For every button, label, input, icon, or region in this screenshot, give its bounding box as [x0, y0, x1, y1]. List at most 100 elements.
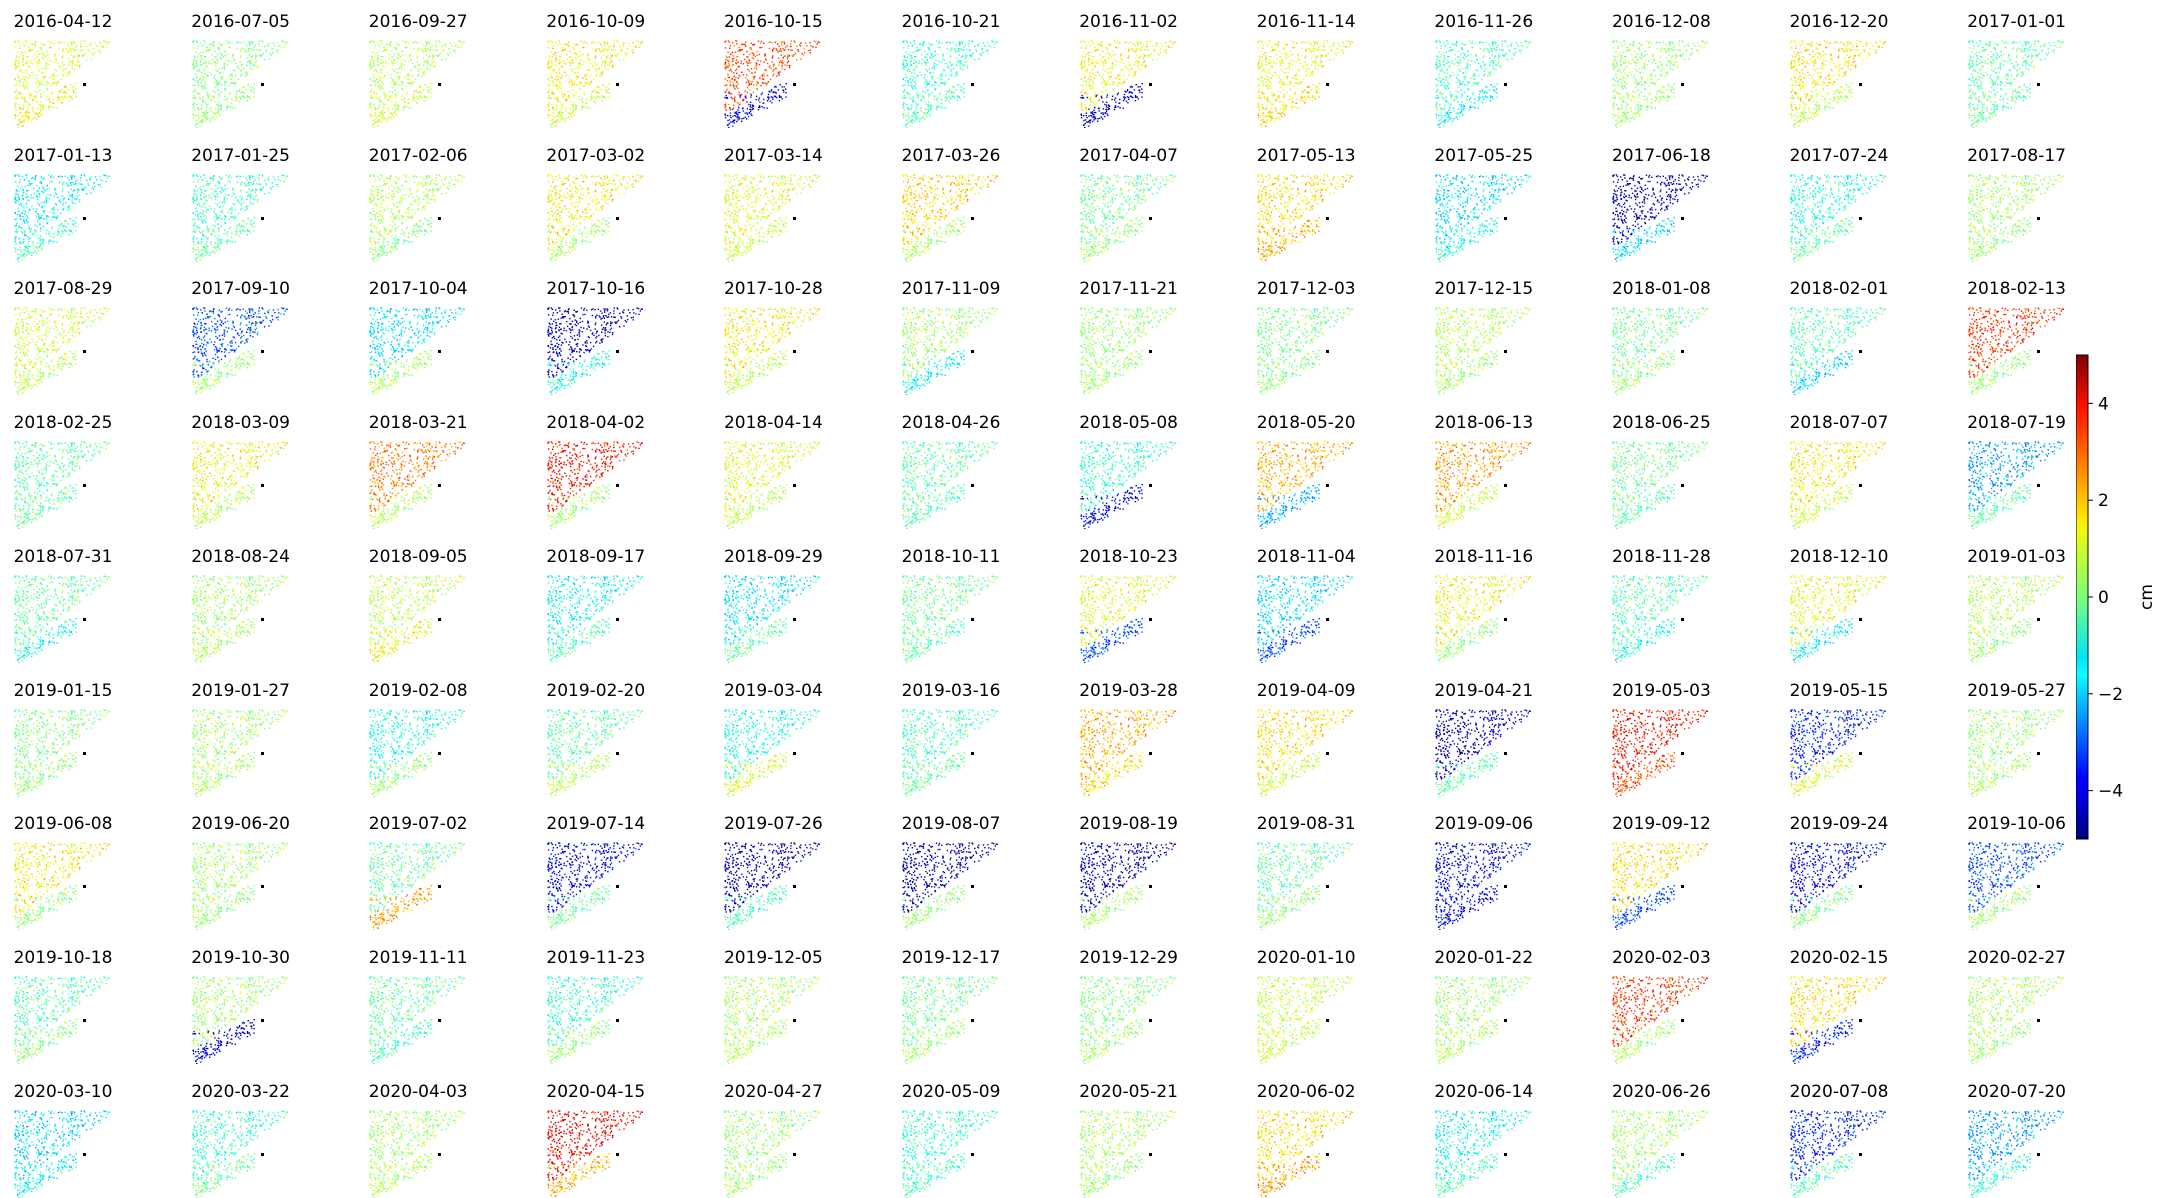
colorbar-tick-label: 4 [2098, 394, 2109, 414]
panel-map [902, 307, 1012, 395]
reference-point [261, 1153, 264, 1156]
panel: 2019-01-27 [180, 669, 302, 787]
panel-title: 2019-01-03 [1956, 547, 2078, 567]
panel-title: 2019-12-17 [890, 948, 1012, 968]
reference-point [261, 618, 264, 621]
reference-point [1681, 885, 1684, 888]
reference-point [261, 83, 264, 86]
panel-title: 2018-07-19 [1956, 413, 2078, 433]
panel-title: 2019-05-03 [1600, 681, 1722, 701]
panel: 2017-03-02 [535, 134, 657, 252]
panel: 2020-06-26 [1600, 1070, 1722, 1188]
panel-map [14, 709, 124, 797]
panel-map [14, 174, 124, 262]
panel-map [902, 1110, 1012, 1198]
panel: 2018-05-08 [1068, 401, 1190, 519]
panel: 2018-09-29 [712, 535, 834, 653]
panel-title: 2018-09-29 [712, 547, 834, 567]
reference-point [261, 1019, 264, 1022]
panel: 2019-11-23 [535, 936, 657, 1054]
panel: 2018-12-10 [1778, 535, 1900, 653]
panel-map [1435, 307, 1545, 395]
panel-title: 2019-12-05 [712, 948, 834, 968]
panel: 2020-02-27 [1956, 936, 2078, 1054]
panel-title: 2018-03-21 [357, 413, 479, 433]
reference-point [438, 752, 441, 755]
panel-map [14, 575, 124, 663]
panel-title: 2018-06-25 [1600, 413, 1722, 433]
panel-title: 2018-08-24 [180, 547, 302, 567]
panel-map [369, 842, 479, 930]
panel-title: 2018-09-05 [357, 547, 479, 567]
panel-title: 2019-03-16 [890, 681, 1012, 701]
panel-title: 2018-02-25 [2, 413, 124, 433]
panel: 2019-11-11 [357, 936, 479, 1054]
panel-map [1257, 174, 1367, 262]
panel-title: 2017-02-06 [357, 146, 479, 166]
panel-map [1257, 40, 1367, 128]
panel: 2017-07-24 [1778, 134, 1900, 252]
panel-title: 2018-02-01 [1778, 279, 1900, 299]
panel-map [1257, 709, 1367, 797]
panel-map [1257, 307, 1367, 395]
panel-title: 2019-04-21 [1423, 681, 1545, 701]
panel-map [1080, 441, 1190, 529]
panel-map [1435, 1110, 1545, 1198]
panel-map [1968, 976, 2078, 1064]
panel-title: 2020-02-15 [1778, 948, 1900, 968]
panel-map [902, 976, 1012, 1064]
reference-point [1326, 1019, 1329, 1022]
panel-title: 2016-11-14 [1245, 12, 1367, 32]
panel-map [1257, 842, 1367, 930]
panel-title: 2020-02-03 [1600, 948, 1722, 968]
panel-map [192, 575, 302, 663]
panel-map [1968, 40, 2078, 128]
colorbar-tick-label: 2 [2098, 491, 2109, 511]
panel: 2019-10-06 [1956, 802, 2078, 920]
panel-map [902, 842, 1012, 930]
reference-point [1681, 217, 1684, 220]
panel-map [724, 976, 834, 1064]
panel-title: 2020-04-03 [357, 1082, 479, 1102]
reference-point [438, 1153, 441, 1156]
panel-map [724, 40, 834, 128]
panel: 2020-06-14 [1423, 1070, 1545, 1188]
panel-map [1968, 1110, 2078, 1198]
panel: 2018-04-26 [890, 401, 1012, 519]
panel-map [14, 40, 124, 128]
panel: 2017-12-15 [1423, 267, 1545, 385]
panel-title: 2020-01-10 [1245, 948, 1367, 968]
panel-title: 2017-08-17 [1956, 146, 2078, 166]
panel-map [1968, 307, 2078, 395]
panel: 2016-10-09 [535, 0, 657, 118]
reference-point [83, 1153, 86, 1156]
panel-title: 2017-05-25 [1423, 146, 1545, 166]
panel-map [1612, 441, 1722, 529]
reference-point [793, 885, 796, 888]
reference-point [1681, 752, 1684, 755]
panel: 2018-05-20 [1245, 401, 1367, 519]
panel: 2019-03-28 [1068, 669, 1190, 787]
panel: 2016-11-14 [1245, 0, 1367, 118]
panel-title: 2018-07-31 [2, 547, 124, 567]
panel-title: 2019-07-26 [712, 814, 834, 834]
reference-point [793, 350, 796, 353]
panel: 2019-02-20 [535, 669, 657, 787]
reference-point [261, 350, 264, 353]
panel-map [724, 307, 834, 395]
panel: 2020-01-10 [1245, 936, 1367, 1054]
panel-title: 2017-10-16 [535, 279, 657, 299]
panel-title: 2019-07-14 [535, 814, 657, 834]
reference-point [971, 484, 974, 487]
panel: 2020-02-03 [1600, 936, 1722, 1054]
panel-map [724, 174, 834, 262]
panel-title: 2017-12-15 [1423, 279, 1545, 299]
panel-title: 2018-02-13 [1956, 279, 2078, 299]
panel-map [14, 1110, 124, 1198]
panel-map [369, 976, 479, 1064]
panel-title: 2020-01-22 [1423, 948, 1545, 968]
panel-title: 2019-01-15 [2, 681, 124, 701]
reference-point [616, 1019, 619, 1022]
reference-point [1149, 1153, 1152, 1156]
reference-point [1326, 484, 1329, 487]
